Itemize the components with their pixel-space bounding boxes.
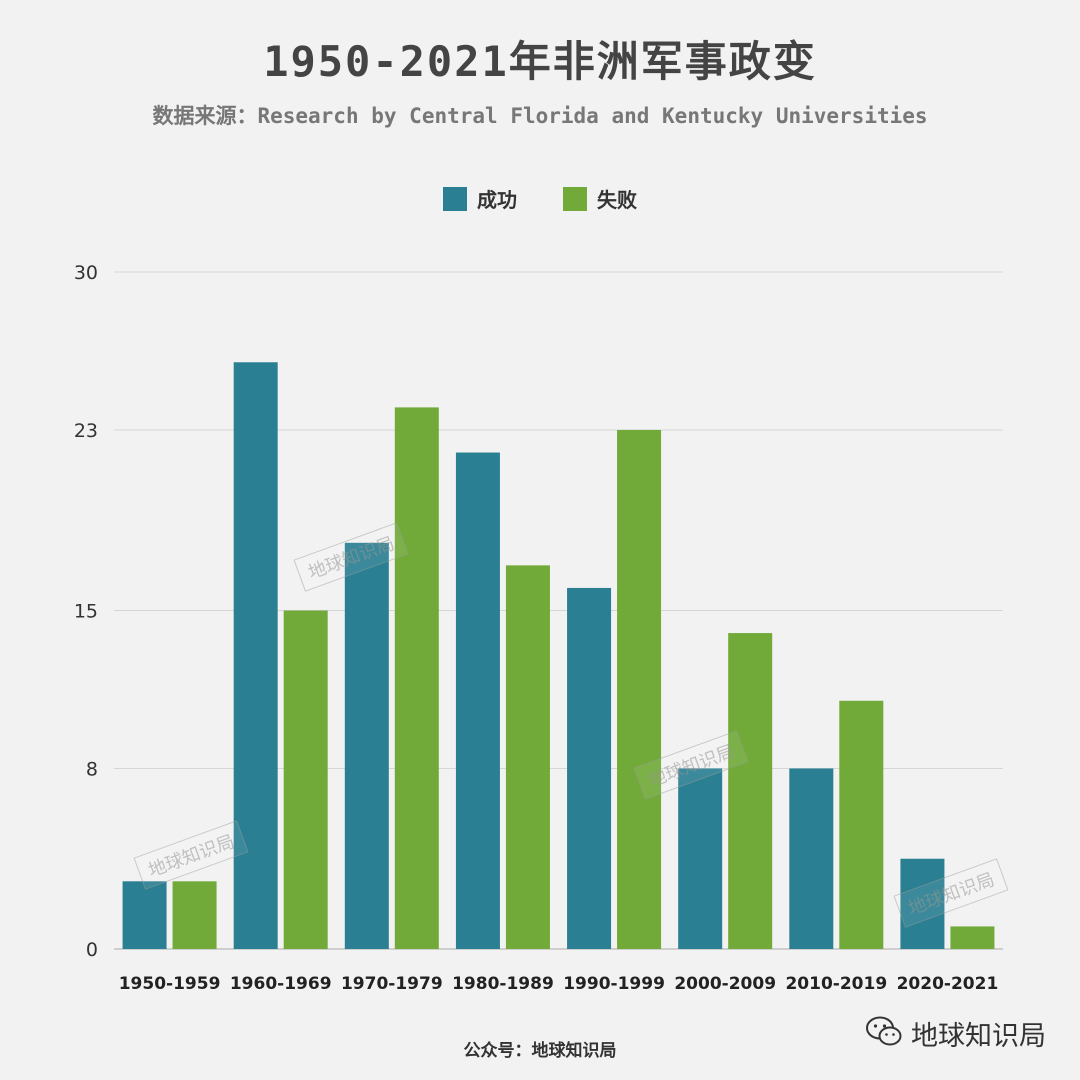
bar-failure xyxy=(394,407,439,949)
y-tick-label: 15 xyxy=(74,601,98,623)
wechat-icon xyxy=(865,1015,903,1053)
bar-success xyxy=(344,542,389,949)
x-tick-label: 1960-1969 xyxy=(230,974,332,994)
legend-swatch-failure xyxy=(563,186,587,211)
bar-success xyxy=(678,768,723,949)
x-tick-label: 2000-2009 xyxy=(674,974,776,994)
brand-text: 地球知识局 xyxy=(911,1021,1046,1052)
bar-success xyxy=(789,768,834,949)
bar-success xyxy=(567,587,612,949)
x-tick-label: 1980-1989 xyxy=(452,974,554,994)
legend-item-success: 成功 xyxy=(443,184,517,213)
y-tick-label: 23 xyxy=(74,420,98,442)
y-tick-label: 8 xyxy=(86,758,98,780)
legend: 成功 失败 xyxy=(0,184,1080,213)
chart-subtitle: 数据来源：Research by Central Florida and Ken… xyxy=(152,104,928,128)
chart-title: 1950-2021年非洲军事政变 xyxy=(263,37,817,86)
bar-success xyxy=(900,858,945,949)
x-tick-label: 1990-1999 xyxy=(563,974,665,994)
legend-label-success: 成功 xyxy=(477,188,517,212)
x-tick-label: 2020-2021 xyxy=(897,974,999,994)
bar-failure xyxy=(172,881,217,949)
footer-credit: 公众号：地球知识局 xyxy=(463,1041,617,1061)
bar-failure xyxy=(617,429,662,949)
bar-failure xyxy=(839,700,884,949)
y-tick-label: 0 xyxy=(86,939,98,961)
x-tick-label: 2010-2019 xyxy=(785,974,887,994)
legend-swatch-success xyxy=(443,186,467,211)
x-tick-label: 1950-1959 xyxy=(119,974,221,994)
bar-failure xyxy=(505,565,550,949)
bar-success xyxy=(455,452,500,949)
legend-item-failure: 失败 xyxy=(563,184,637,213)
brand-badge: 地球知识局 xyxy=(865,1014,1046,1053)
legend-label-failure: 失败 xyxy=(597,188,637,212)
bar-success xyxy=(122,881,167,949)
bar-failure xyxy=(728,633,773,949)
y-tick-label: 30 xyxy=(74,262,98,284)
bar-failure xyxy=(950,926,995,949)
bar-success xyxy=(233,362,278,949)
bar-failure xyxy=(283,610,328,949)
x-tick-label: 1970-1979 xyxy=(341,974,443,994)
